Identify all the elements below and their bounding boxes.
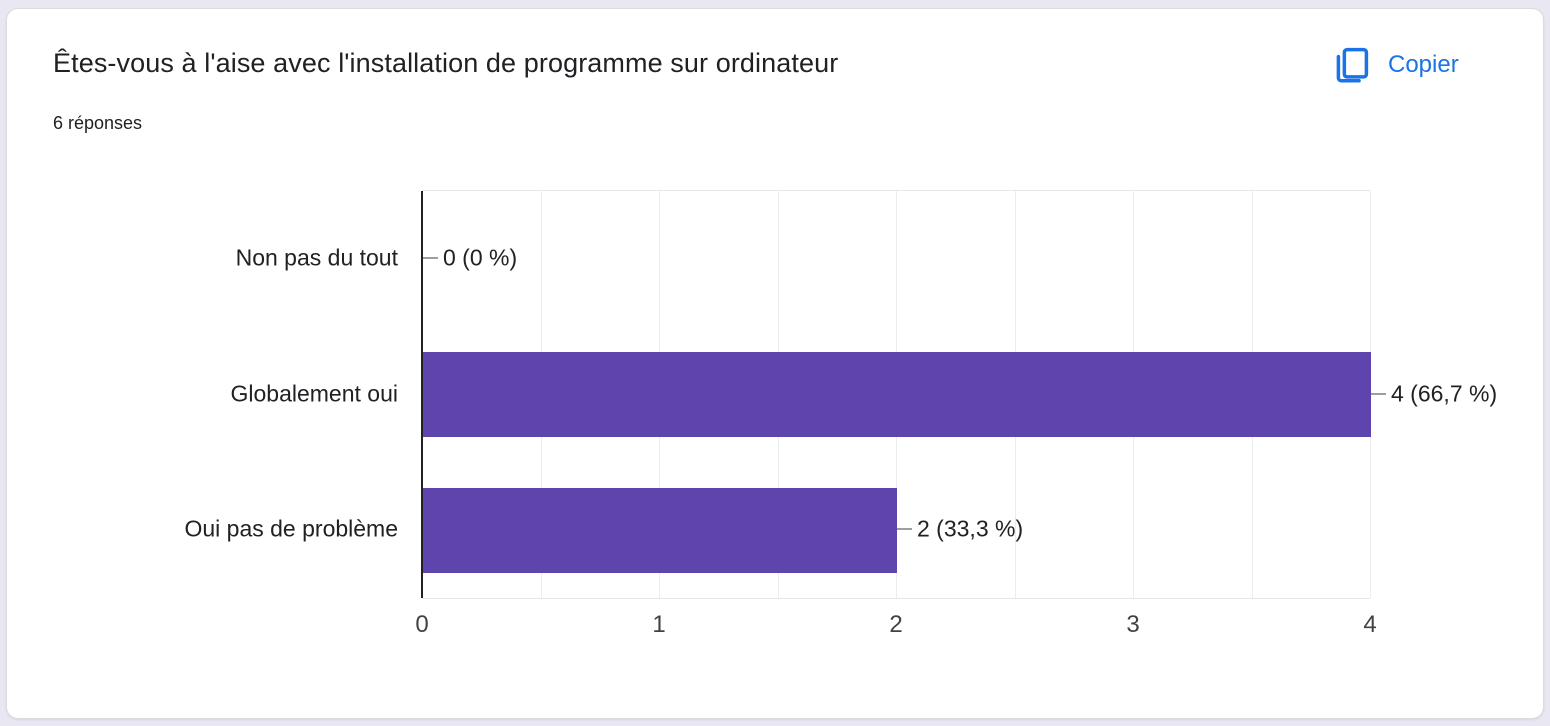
responses-count: 6 réponses xyxy=(53,113,143,133)
copy-button-label: Copier xyxy=(1388,51,1459,78)
bar-3[interactable] xyxy=(423,488,897,573)
copy-chart-button[interactable]: Copier xyxy=(1326,40,1463,90)
copy-icon xyxy=(1330,44,1372,86)
bar-2[interactable] xyxy=(423,352,1371,437)
question-title: Êtes-vous à l'aise avec l'installation d… xyxy=(53,48,839,78)
